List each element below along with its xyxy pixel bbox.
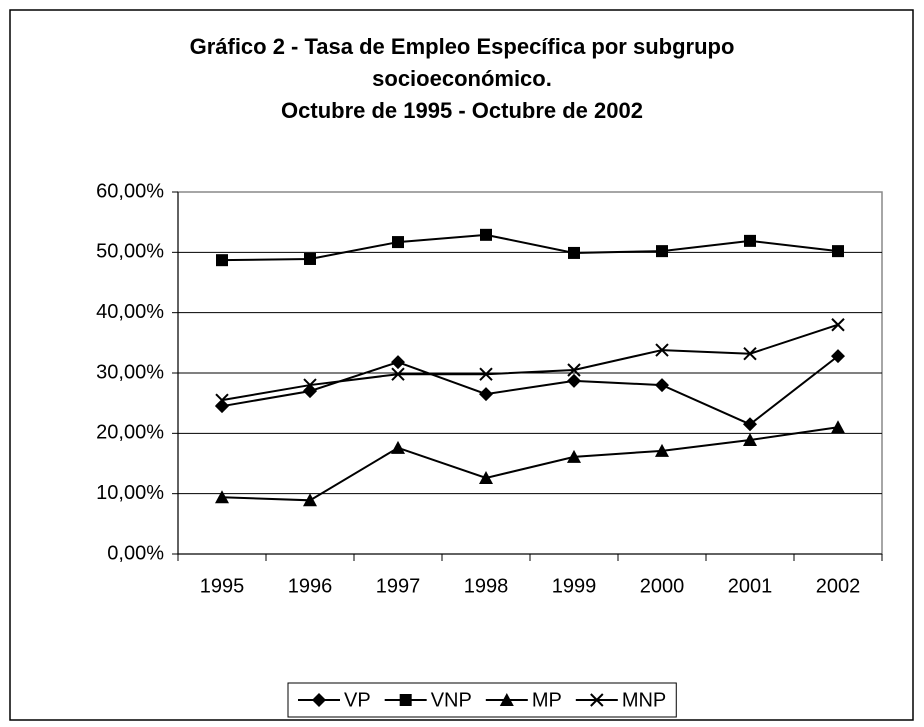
marker xyxy=(215,393,229,407)
x-tick-label: 1998 xyxy=(464,575,509,597)
legend-label: VP xyxy=(344,689,371,711)
marker xyxy=(215,490,229,504)
x-tick-label: 1996 xyxy=(288,575,333,597)
marker xyxy=(655,343,669,357)
marker xyxy=(479,470,493,484)
y-tick-label: 40,00% xyxy=(96,301,164,323)
marker xyxy=(832,245,844,258)
marker xyxy=(391,367,405,381)
series-line xyxy=(221,426,839,502)
marker xyxy=(567,373,581,388)
series-line xyxy=(221,233,839,262)
marker xyxy=(303,493,317,507)
x-tick-label: 1997 xyxy=(376,575,421,597)
y-tick-label: 10,00% xyxy=(96,482,164,504)
series-line xyxy=(221,323,839,402)
marker xyxy=(303,378,317,392)
marker xyxy=(743,432,757,446)
marker xyxy=(216,254,228,267)
marker xyxy=(312,693,326,707)
marker xyxy=(590,693,604,707)
marker xyxy=(567,449,581,463)
marker xyxy=(392,236,404,249)
marker xyxy=(568,246,580,259)
y-tick-label: 30,00% xyxy=(96,361,164,383)
y-tick-label: 0,00% xyxy=(107,542,164,564)
y-tick-label: 60,00% xyxy=(96,180,164,202)
marker xyxy=(655,443,669,457)
marker xyxy=(743,417,757,432)
marker xyxy=(743,346,757,361)
marker xyxy=(479,367,493,381)
x-tick-label: 1999 xyxy=(552,575,597,597)
series-line xyxy=(221,355,839,426)
legend-label: MP xyxy=(532,689,562,711)
marker xyxy=(499,693,514,706)
marker xyxy=(656,245,668,258)
chart-title: Gráfico 2 - Tasa de Empleo Específica po… xyxy=(190,34,735,59)
marker xyxy=(744,234,756,247)
marker xyxy=(479,387,493,402)
marker xyxy=(480,228,492,241)
marker xyxy=(399,694,412,706)
legend-label: VNP xyxy=(431,689,472,711)
marker xyxy=(567,363,581,377)
marker xyxy=(391,440,405,454)
marker xyxy=(831,318,845,332)
x-tick-label: 2001 xyxy=(728,575,773,597)
marker xyxy=(304,252,316,265)
x-tick-label: 2002 xyxy=(816,575,861,597)
marker xyxy=(831,349,845,364)
chart-title: socioeconómico. xyxy=(372,66,552,91)
y-tick-label: 20,00% xyxy=(96,422,164,444)
y-tick-label: 50,00% xyxy=(96,241,164,263)
marker xyxy=(655,378,669,393)
x-tick-label: 1995 xyxy=(200,575,245,597)
legend-label: MNP xyxy=(622,689,666,711)
chart-title: Octubre de 1995 - Octubre de 2002 xyxy=(281,98,643,123)
x-tick-label: 2000 xyxy=(640,575,685,597)
marker xyxy=(391,355,405,370)
marker xyxy=(831,420,845,434)
